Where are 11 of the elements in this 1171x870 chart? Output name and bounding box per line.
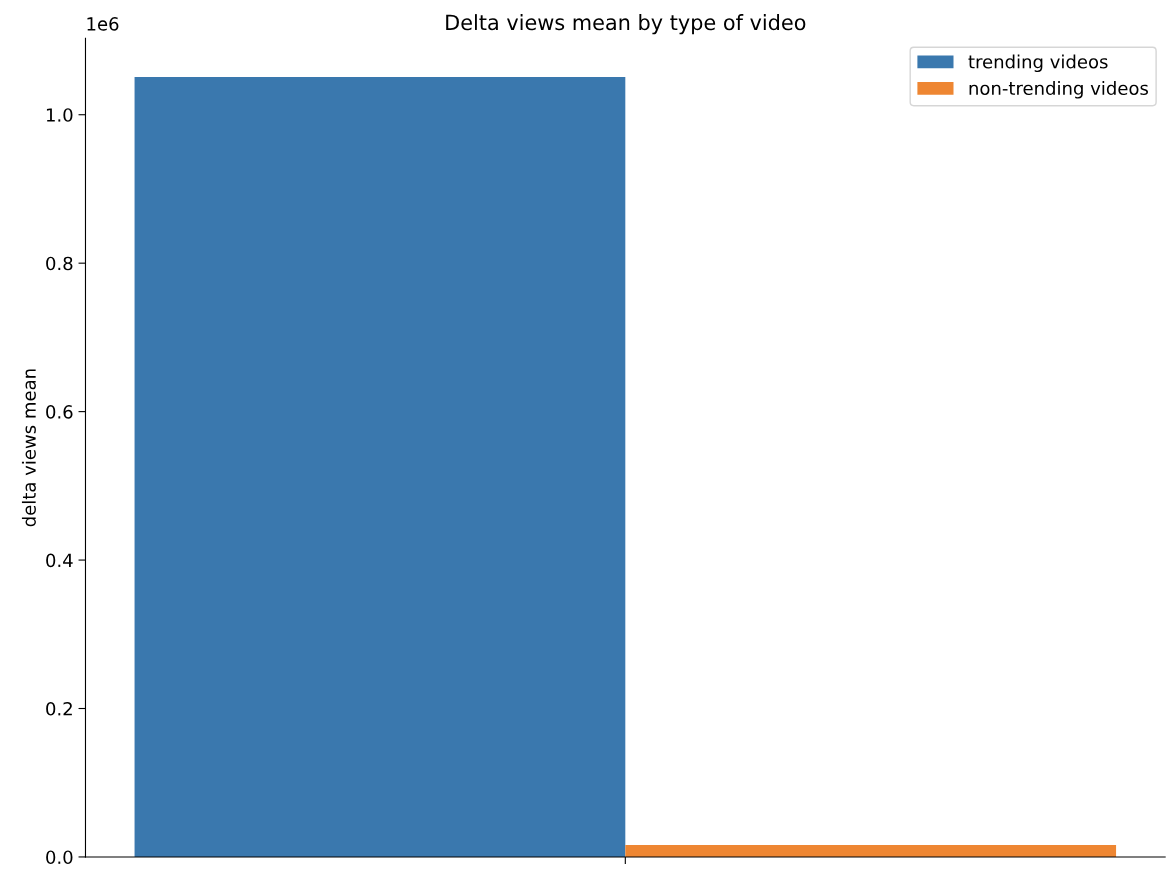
y-tick-label: 0.8 — [46, 256, 73, 271]
y-tick-label: 0.2 — [46, 701, 72, 716]
chart-title: Delta views mean by type of video — [446, 14, 806, 35]
legend-label: trending videos — [968, 54, 1108, 72]
legend-label: non-trending videos — [969, 81, 1149, 99]
y-axis-title: delta views mean — [21, 369, 36, 527]
text: 1e6 — [87, 17, 119, 31]
y-tick-label: 1.0 — [46, 108, 73, 122]
y-tick-label: 0.6 — [46, 405, 73, 419]
y-tick-label: 0.4 — [46, 553, 73, 568]
y-tick-label: 0.0 — [46, 850, 73, 865]
